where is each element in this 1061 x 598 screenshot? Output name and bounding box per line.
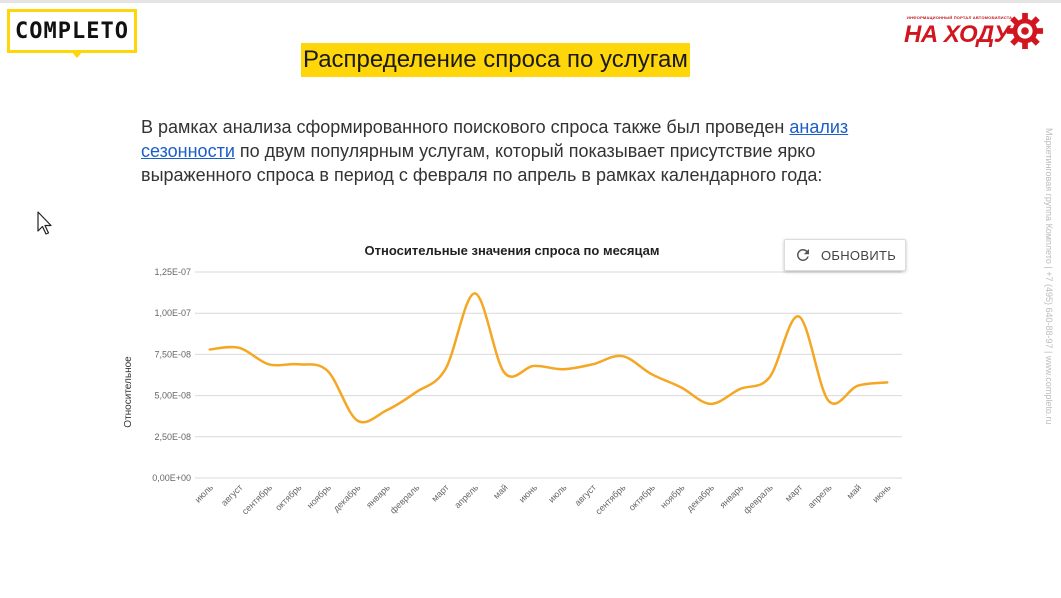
y-tick-label: 7,50E-08: [154, 349, 191, 359]
y-axis-label: Относительное: [123, 356, 134, 428]
nahodu-logo-tagline: ИНФОРМАЦИОННЫЙ ПОРТАЛ АВТОМОБИЛИСТА: [907, 15, 1013, 20]
x-tick-label: август: [219, 482, 245, 508]
y-tick-label: 2,50E-08: [154, 432, 191, 442]
mouse-cursor-icon: [37, 211, 52, 235]
x-tick-label: июнь: [870, 482, 892, 504]
x-tick-label: ноябрь: [658, 482, 686, 510]
completo-logo-text: COMPLETO: [15, 18, 129, 44]
x-tick-label: октябрь: [273, 482, 304, 513]
demand-line-chart: Относительные значения спроса по месяцам…: [123, 243, 902, 517]
x-tick-label: сентябрь: [240, 482, 274, 516]
x-tick-label: декабрь: [331, 482, 363, 514]
x-tick-label: май: [491, 482, 510, 501]
gear-icon: [1006, 12, 1044, 50]
intro-paragraph: В рамках анализа сформированного поисков…: [141, 115, 901, 187]
x-tick-label: апрель: [806, 482, 834, 510]
x-tick-label: февраль: [388, 482, 422, 516]
chart-title: Относительные значения спроса по месяцам: [365, 243, 660, 258]
slide-title: Распределение спроса по услугам: [301, 43, 690, 77]
x-tick-label: апрель: [452, 482, 480, 510]
x-tick-label: январь: [364, 482, 392, 510]
refresh-icon: [797, 249, 809, 261]
x-tick-label: июль: [546, 482, 569, 505]
x-tick-label: сентябрь: [593, 482, 627, 516]
nahodu-logo-word: НА ХОДУ: [904, 21, 1010, 48]
nahodu-logo: ИНФОРМАЦИОННЫЙ ПОРТАЛ АВТОМОБИЛИСТА НА Х…: [902, 12, 1044, 54]
series-line: [208, 292, 889, 424]
y-tick-label: 1,00E-07: [154, 308, 191, 318]
paragraph-text-start: В рамках анализа сформированного поисков…: [141, 117, 790, 137]
x-tick-label: октябрь: [627, 482, 658, 513]
side-contact-caption: Маркетинговая группа Комплето | +7 (495)…: [1044, 128, 1054, 425]
y-tick-label: 1,25E-07: [154, 267, 191, 277]
refresh-button-label: ОБНОВИТЬ: [821, 247, 897, 263]
paragraph-text-end: по двум популярным услугам, который пока…: [141, 141, 823, 185]
x-tick-label: май: [845, 482, 864, 501]
x-tick-label: ноябрь: [305, 482, 333, 510]
x-tick-label: декабрь: [685, 482, 717, 514]
refresh-button[interactable]: ОБНОВИТЬ: [784, 239, 906, 271]
x-tick-label: август: [573, 482, 599, 508]
y-tick-label: 5,00E-08: [154, 391, 191, 401]
x-tick-label: март: [783, 482, 804, 503]
top-border: [0, 0, 1061, 3]
x-tick-label: июль: [193, 482, 216, 505]
x-tick-label: январь: [718, 482, 746, 510]
x-tick-label: июнь: [517, 482, 539, 504]
x-tick-label: март: [430, 482, 451, 503]
x-tick-label: февраль: [742, 482, 776, 516]
seasonality-analysis-link[interactable]: анализ сезонности: [141, 117, 849, 161]
y-tick-label: 0,00E+00: [152, 473, 191, 483]
completo-logo: COMPLETO: [7, 9, 137, 58]
